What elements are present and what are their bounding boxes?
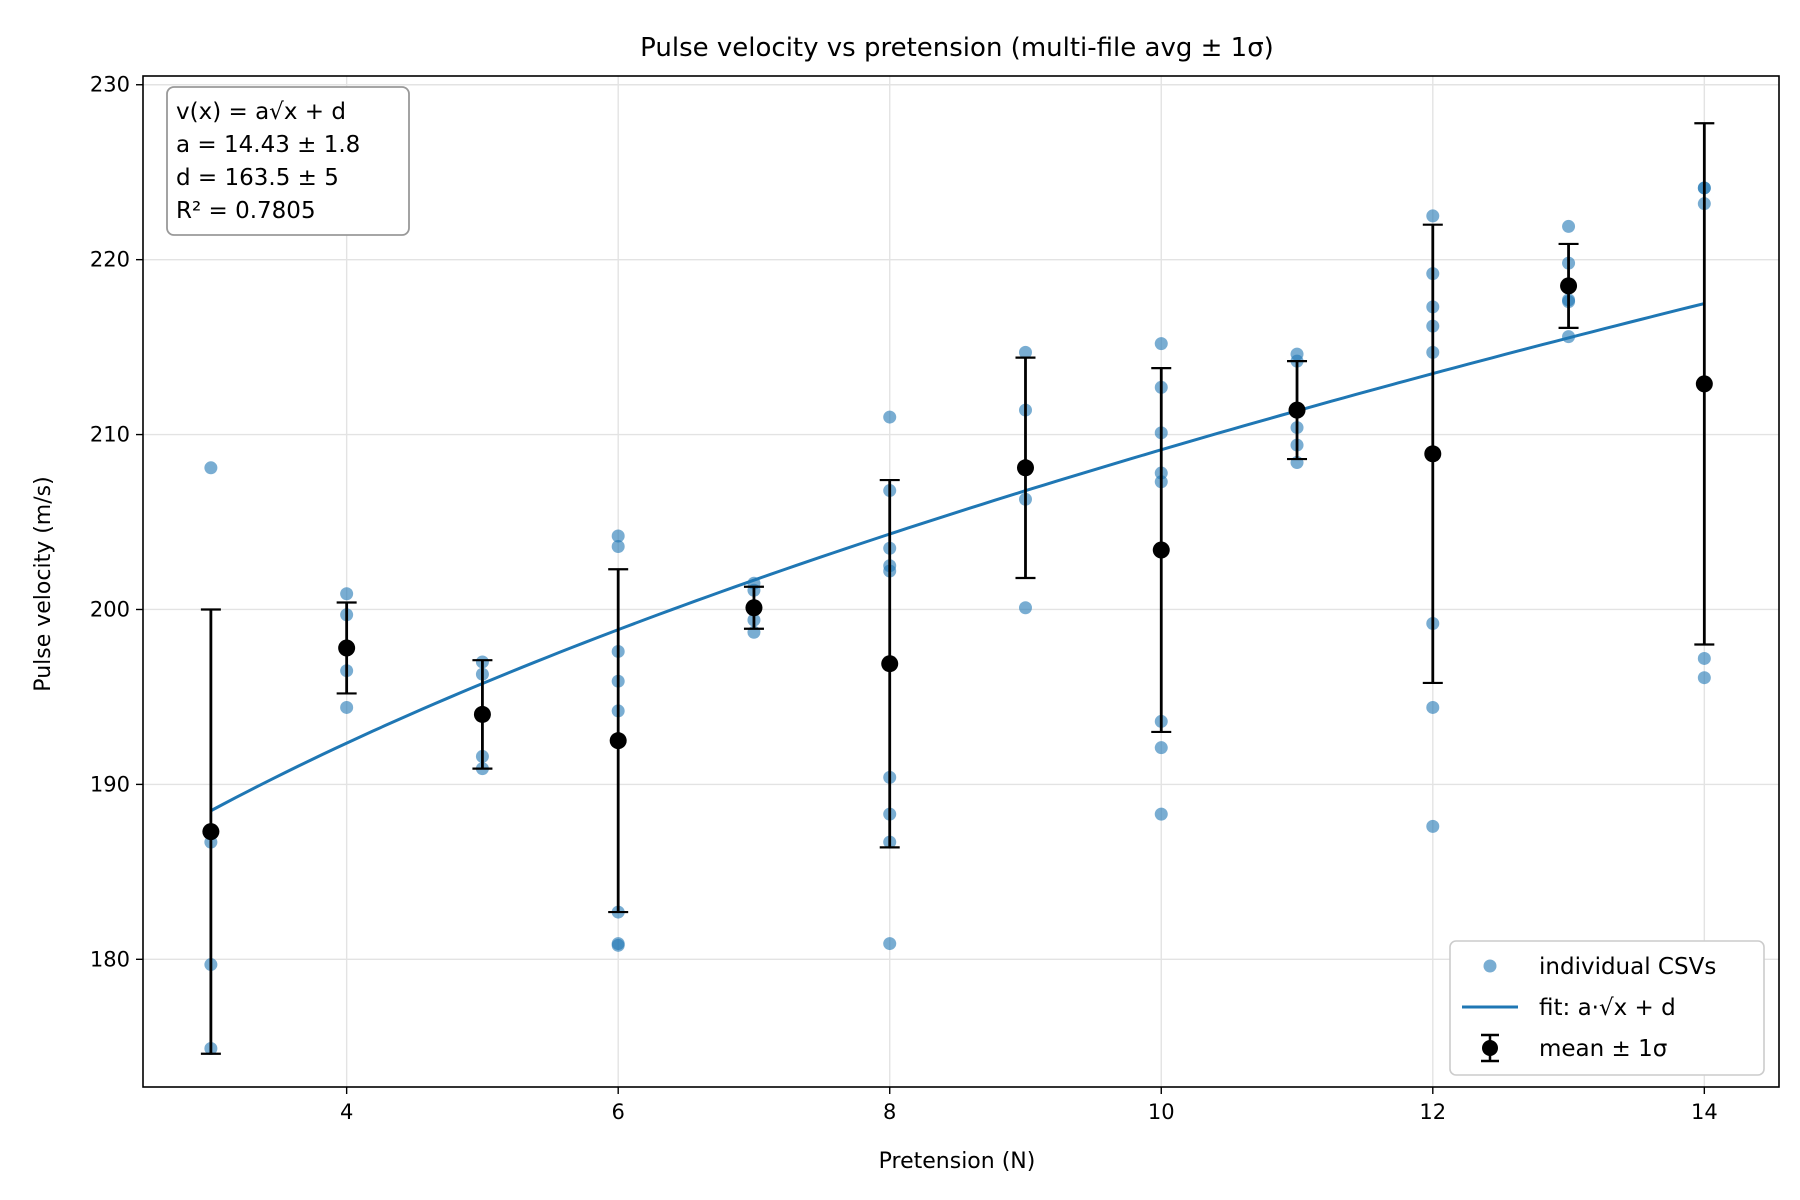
plot-frame [142, 75, 1780, 1088]
data-point [340, 700, 354, 714]
data-point [611, 938, 625, 952]
fit-annotation: v(x) = a√x + d a = 14.43 ± 1.8 d = 163.5… [166, 86, 410, 236]
y-tick-label: 190 [90, 772, 130, 796]
data-point [883, 937, 897, 951]
data-point [1697, 671, 1711, 685]
x-axis-label: Pretension (N) [879, 1149, 1036, 1174]
x-tick-label: 10 [1148, 1100, 1175, 1124]
chart-title: Pulse velocity vs pretension (multi-file… [640, 33, 1274, 63]
mean-point [1288, 401, 1306, 419]
data-point [1018, 345, 1032, 359]
legend: individual CSVs fit: a·√x + d mean ± 1σ [1449, 940, 1765, 1076]
x-tick-label: 4 [340, 1100, 353, 1124]
legend-label-mean: mean ± 1σ [1539, 1036, 1667, 1062]
fit-param-a: a = 14.43 ± 1.8 [176, 132, 360, 158]
data-point [1154, 741, 1168, 755]
mean-point [473, 705, 491, 723]
x-tick-label: 6 [611, 1100, 624, 1124]
data-point [1697, 651, 1711, 665]
legend-label-fit: fit: a·√x + d [1539, 995, 1676, 1021]
data-point [204, 461, 218, 475]
data-point [1018, 601, 1032, 615]
data-point [1426, 700, 1440, 714]
data-point [1426, 209, 1440, 223]
legend-box [1449, 940, 1765, 1076]
data-point [883, 410, 897, 424]
mean-point [1560, 277, 1578, 295]
y-tick-label: 230 [90, 73, 130, 97]
x-tick-label: 8 [883, 1100, 896, 1124]
data-point [340, 587, 354, 601]
mean-point [1152, 541, 1170, 559]
y-tick-label: 220 [90, 248, 130, 272]
axis-ticks: 4 6 8 10 12 14 180 190 200 210 220 230 [90, 73, 1718, 1124]
x-tick-label: 12 [1419, 1100, 1446, 1124]
y-tick-label: 180 [90, 947, 130, 971]
mean-point [1695, 375, 1713, 393]
mean-errorbars [200, 122, 1715, 1055]
mean-point [1016, 459, 1034, 477]
fit-formula: v(x) = a√x + d [176, 99, 346, 125]
data-point [1154, 337, 1168, 351]
mean-point [609, 732, 627, 750]
x-tick-label: 14 [1691, 1100, 1718, 1124]
data-point [1426, 819, 1440, 833]
mean-point [202, 823, 220, 841]
legend-mean-marker [1482, 1040, 1498, 1056]
y-axis-label: Pulse velocity (m/s) [31, 476, 56, 691]
data-point [1562, 219, 1576, 233]
mean-point [1424, 445, 1442, 463]
fit-annotation-box [166, 86, 410, 236]
data-point [611, 529, 625, 543]
fit-r-squared: R² = 0.7805 [176, 198, 316, 224]
y-tick-label: 200 [90, 597, 130, 621]
mean-point [745, 599, 763, 617]
y-tick-label: 210 [90, 423, 130, 447]
data-point [1154, 807, 1168, 821]
mean-point [881, 655, 899, 673]
fit-param-d: d = 163.5 ± 5 [176, 165, 339, 191]
data-point [611, 540, 625, 554]
legend-scatter-marker [1483, 959, 1497, 973]
legend-label-individual: individual CSVs [1539, 954, 1716, 980]
mean-point [338, 639, 356, 657]
fit-line [210, 302, 1705, 813]
